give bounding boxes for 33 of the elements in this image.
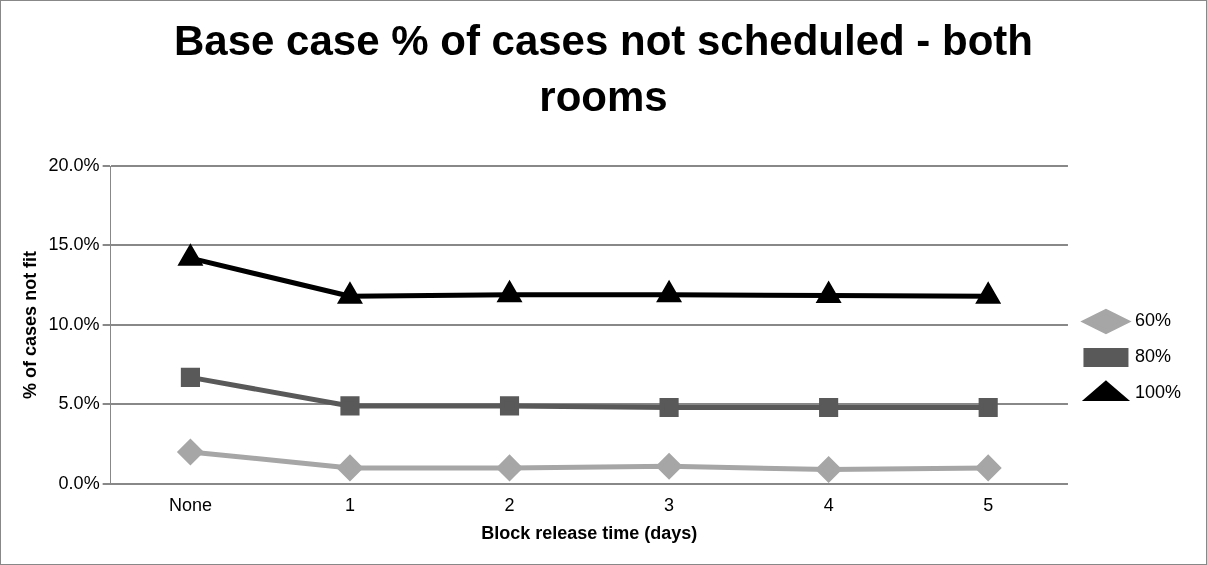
- point: [337, 455, 363, 481]
- y-tick-label: 15.0%: [48, 234, 100, 255]
- x-tick-label: 1: [344, 494, 355, 515]
- point: [177, 243, 204, 266]
- y-axis-title: % of cases not fit: [19, 250, 40, 399]
- point: [816, 457, 842, 482]
- point: [497, 455, 523, 481]
- point: [177, 439, 203, 465]
- point: [975, 455, 1001, 481]
- point: [978, 397, 998, 418]
- y-tick-label: 0.0%: [58, 472, 100, 493]
- y-tick-label: 5.0%: [58, 393, 100, 414]
- chart-title: Base case % of cases not scheduled - both rooms: [173, 16, 1034, 122]
- legend-label: 100%: [1134, 382, 1182, 403]
- y-tick-label: 20.0%: [48, 154, 100, 175]
- legend-label: 80%: [1134, 346, 1171, 367]
- point: [499, 396, 520, 416]
- y-tick-label: 10.0%: [48, 313, 100, 334]
- point: [819, 397, 839, 418]
- x-tick-label: 4: [823, 494, 834, 515]
- point: [659, 397, 679, 418]
- point: [815, 280, 842, 303]
- point: [337, 281, 363, 304]
- point: [340, 396, 360, 416]
- x-tick-label: 3: [664, 494, 675, 515]
- x-tick-label: 5: [983, 494, 994, 515]
- point: [180, 367, 200, 387]
- x-tick-label: 2: [504, 494, 515, 515]
- x-axis-title: Block release time (days): [481, 523, 698, 544]
- point: [975, 281, 1001, 304]
- point: [656, 453, 682, 479]
- legend-label: 60%: [1134, 310, 1171, 331]
- x-tick-label: None: [168, 494, 212, 515]
